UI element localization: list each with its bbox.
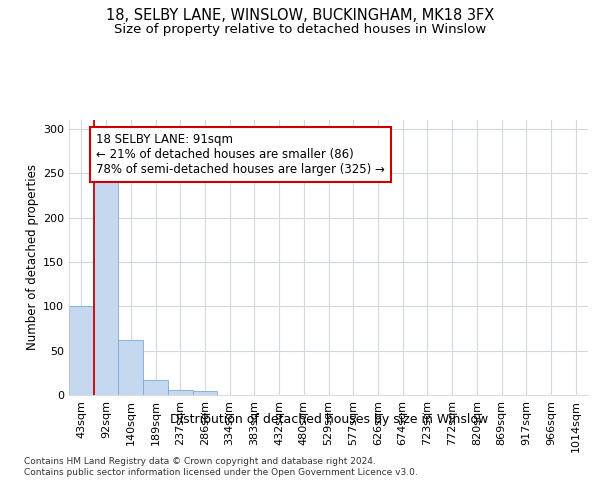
Bar xyxy=(118,340,143,395)
Y-axis label: Number of detached properties: Number of detached properties xyxy=(26,164,39,350)
Text: Distribution of detached houses by size in Winslow: Distribution of detached houses by size … xyxy=(170,412,488,426)
Text: 18, SELBY LANE, WINSLOW, BUCKINGHAM, MK18 3FX: 18, SELBY LANE, WINSLOW, BUCKINGHAM, MK1… xyxy=(106,8,494,22)
Bar xyxy=(193,392,217,395)
Text: Size of property relative to detached houses in Winslow: Size of property relative to detached ho… xyxy=(114,22,486,36)
Bar xyxy=(168,390,193,395)
Bar xyxy=(94,182,118,395)
Bar xyxy=(69,306,94,395)
Text: 18 SELBY LANE: 91sqm
← 21% of detached houses are smaller (86)
78% of semi-detac: 18 SELBY LANE: 91sqm ← 21% of detached h… xyxy=(96,134,385,176)
Text: Contains HM Land Registry data © Crown copyright and database right 2024.
Contai: Contains HM Land Registry data © Crown c… xyxy=(24,458,418,477)
Bar xyxy=(143,380,168,395)
